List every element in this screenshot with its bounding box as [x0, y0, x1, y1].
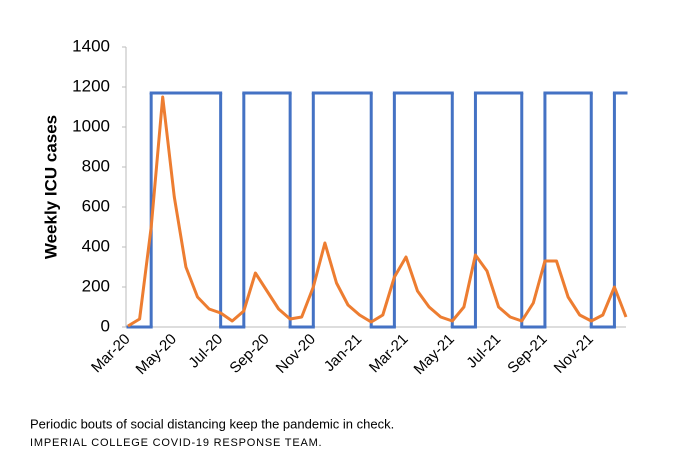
y-tick-label: 1400: [72, 36, 110, 55]
x-tick-label: Mar-20: [88, 331, 134, 377]
y-tick-label: 400: [82, 236, 110, 255]
data-line: [127, 95, 628, 328]
x-tick-label: Jul-20: [185, 331, 226, 372]
y-tick-label: 200: [82, 276, 110, 295]
y-tick-label: 800: [82, 156, 110, 175]
x-tick-label: Sep-21: [504, 331, 550, 377]
x-tick-label: Nov-21: [551, 331, 597, 377]
y-axis-label: Weekly ICU cases: [41, 115, 60, 259]
x-tick-label: Nov-20: [273, 331, 319, 377]
y-tick-label: 1200: [72, 76, 110, 95]
x-tick-label: Sep-20: [226, 331, 272, 377]
y-tick-label: 1000: [72, 116, 110, 135]
x-tick-label: Jul-21: [463, 331, 504, 372]
source: IMPERIAL COLLEGE COVID-19 RESPONSE TEAM.: [30, 437, 322, 449]
x-tick-label: May-20: [133, 331, 180, 378]
x-tick-label: Jan-21: [321, 331, 365, 375]
y-tick-label: 0: [101, 316, 110, 335]
y-tick-label: 600: [82, 196, 110, 215]
x-tick-label: May-21: [411, 331, 458, 378]
x-tick-label: Mar-21: [366, 331, 412, 377]
caption: Periodic bouts of social distancing keep…: [30, 416, 394, 431]
